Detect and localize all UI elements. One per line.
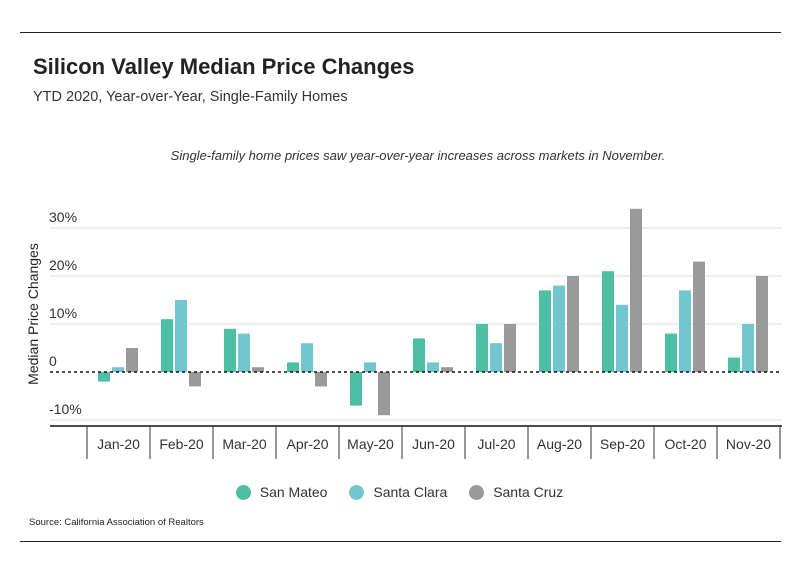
legend-item-santa-cruz: Santa Cruz xyxy=(469,484,563,500)
x-tick-label: Oct-20 xyxy=(664,436,706,452)
y-tick-label: 10% xyxy=(49,305,77,321)
bar-santa-clara-jul-20 xyxy=(490,343,502,372)
bar-san-mateo-sep-20 xyxy=(602,271,614,372)
bar-santa-cruz-may-20 xyxy=(378,372,390,416)
top-rule xyxy=(20,32,781,33)
bar-san-mateo-aug-20 xyxy=(539,290,551,372)
bar-santa-cruz-jun-20 xyxy=(441,367,453,372)
chart-annotation: Single-family home prices saw year-over-… xyxy=(170,148,666,163)
bar-santa-cruz-aug-20 xyxy=(567,276,579,372)
bottom-rule xyxy=(20,541,781,542)
bar-san-mateo-apr-20 xyxy=(287,362,299,372)
x-tick-label: Jul-20 xyxy=(477,436,515,452)
bar-santa-clara-apr-20 xyxy=(301,343,313,372)
bar-san-mateo-jul-20 xyxy=(476,324,488,372)
bar-santa-clara-jan-20 xyxy=(112,367,124,372)
x-tick-label: Nov-20 xyxy=(726,436,771,452)
bar-san-mateo-feb-20 xyxy=(161,319,173,372)
bar-santa-cruz-apr-20 xyxy=(315,372,327,387)
legend-label: Santa Cruz xyxy=(493,484,564,500)
legend-label: San Mateo xyxy=(259,484,328,500)
y-tick-label: 30% xyxy=(49,209,77,225)
x-tick-label: Aug-20 xyxy=(537,436,582,452)
bar-santa-clara-jun-20 xyxy=(427,362,439,372)
x-tick-label: Feb-20 xyxy=(159,436,204,452)
bar-santa-clara-aug-20 xyxy=(553,285,565,372)
bar-santa-clara-feb-20 xyxy=(175,300,187,372)
x-tick-label: Jun-20 xyxy=(412,436,455,452)
bar-santa-cruz-nov-20 xyxy=(756,276,768,372)
bar-san-mateo-oct-20 xyxy=(665,333,677,372)
legend-swatch xyxy=(469,484,485,500)
x-tick-label: Sep-20 xyxy=(600,436,645,452)
bar-santa-cruz-sep-20 xyxy=(630,208,642,372)
gridlines xyxy=(50,227,782,421)
y-tick-label: 0 xyxy=(49,353,57,369)
bar-santa-clara-mar-20 xyxy=(238,333,250,372)
y-tick-labels: -10% 0 10% 20% 30% xyxy=(49,209,82,417)
legend: San Mateo Santa Clara Santa Cruz xyxy=(0,484,799,503)
x-tick-label: Mar-20 xyxy=(222,436,267,452)
bar-san-mateo-jun-20 xyxy=(413,338,425,372)
bar-santa-cruz-jul-20 xyxy=(504,324,516,372)
chart-subtitle: YTD 2020, Year-over-Year, Single-Family … xyxy=(33,89,348,105)
x-tick-label: May-20 xyxy=(347,436,394,452)
bar-santa-cruz-jan-20 xyxy=(126,348,138,372)
legend-swatch xyxy=(235,484,251,500)
bars xyxy=(98,208,768,416)
bar-santa-cruz-feb-20 xyxy=(189,372,201,387)
legend-label: Santa Clara xyxy=(373,484,448,500)
y-tick-label: 20% xyxy=(49,257,77,273)
axes xyxy=(50,371,782,459)
bar-santa-cruz-mar-20 xyxy=(252,367,264,372)
bar-san-mateo-mar-20 xyxy=(224,328,236,372)
bar-santa-clara-nov-20 xyxy=(742,324,754,372)
chart-title: Silicon Valley Median Price Changes xyxy=(33,54,415,79)
x-tick-label: Apr-20 xyxy=(286,436,328,452)
source-note: Source: California Association of Realto… xyxy=(29,517,204,528)
bar-san-mateo-nov-20 xyxy=(728,357,740,372)
x-tick-labels: Jan-20 Feb-20 Mar-20 Apr-20 May-20 Jun-20 Jul-… xyxy=(97,436,771,452)
bar-santa-clara-may-20 xyxy=(364,362,376,372)
bar-san-mateo-may-20 xyxy=(350,372,362,406)
bar-santa-cruz-oct-20 xyxy=(693,261,705,372)
bar-san-mateo-jan-20 xyxy=(98,372,110,382)
legend-item-san-mateo: San Mateo xyxy=(235,484,328,500)
y-axis-label: Median Price Changes xyxy=(25,243,41,385)
y-tick-label: -10% xyxy=(49,401,82,417)
legend-item-santa-clara: Santa Clara xyxy=(349,484,447,500)
legend-swatch xyxy=(349,484,365,500)
x-tick-label: Jan-20 xyxy=(97,436,140,452)
bar-santa-clara-oct-20 xyxy=(679,290,691,372)
bar-santa-clara-sep-20 xyxy=(616,304,628,372)
